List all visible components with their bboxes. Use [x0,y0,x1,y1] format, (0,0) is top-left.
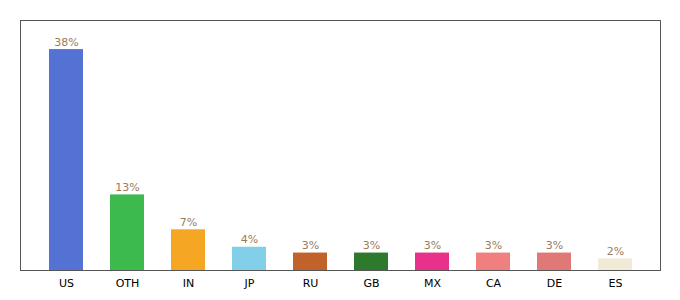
svg-text:IN: IN [183,277,194,290]
svg-text:CA: CA [486,277,502,290]
svg-text:3%: 3% [485,239,502,252]
svg-text:ES: ES [609,277,623,290]
svg-text:4%: 4% [241,233,258,246]
svg-text:3%: 3% [302,239,319,252]
svg-text:3%: 3% [546,239,563,252]
svg-text:7%: 7% [180,216,197,229]
svg-text:DE: DE [547,277,562,290]
svg-text:OTH: OTH [116,277,140,290]
svg-text:JP: JP [244,277,255,290]
svg-text:2%: 2% [607,245,624,258]
svg-text:38%: 38% [54,36,78,49]
svg-text:13%: 13% [115,181,139,194]
svg-text:3%: 3% [424,239,441,252]
svg-text:MX: MX [424,277,441,290]
svg-text:GB: GB [363,277,379,290]
svg-text:RU: RU [303,277,319,290]
svg-text:3%: 3% [363,239,380,252]
svg-text:US: US [59,277,74,290]
